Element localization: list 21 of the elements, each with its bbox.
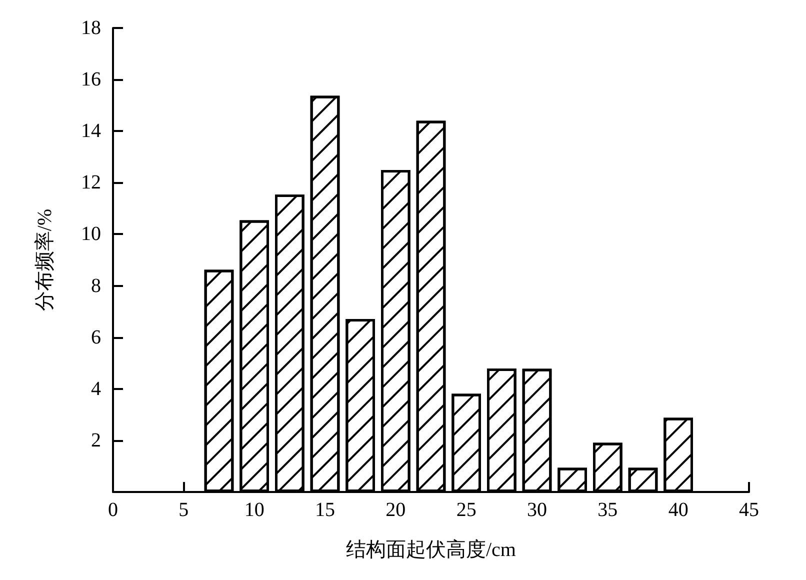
- y-tick-label: 4: [91, 378, 101, 400]
- y-tick-label: 18: [81, 17, 101, 39]
- x-tick-label: 20: [386, 499, 406, 521]
- y-tick-label: 12: [81, 172, 101, 194]
- x-tick-label: 30: [527, 499, 547, 521]
- y-tick-label: 14: [81, 120, 101, 142]
- y-tick-label: 10: [81, 223, 101, 246]
- x-tick-label: 35: [598, 499, 618, 521]
- x-tick-label: 25: [456, 499, 476, 521]
- x-tick-label: 10: [244, 499, 264, 521]
- y-tick-label: 8: [91, 274, 101, 297]
- y-tick-label: 6: [91, 326, 101, 348]
- y-axis-title: 分布频率/%: [34, 208, 56, 312]
- x-tick-label: 15: [315, 499, 335, 521]
- x-tick-label: 5: [178, 499, 189, 521]
- x-tick-label: 40: [668, 499, 688, 521]
- x-tick-label: 45: [739, 499, 759, 521]
- x-axis-title: 结构面起伏高度/cm: [346, 538, 516, 561]
- y-tick-label: 16: [81, 68, 101, 91]
- y-tick-label: 2: [91, 429, 101, 452]
- x-tick-label: 0: [108, 499, 118, 521]
